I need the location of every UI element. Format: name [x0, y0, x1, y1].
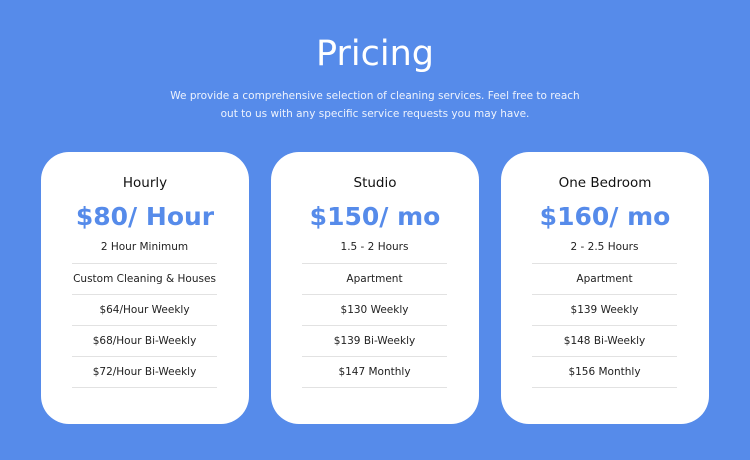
plan-name: Studio: [353, 175, 397, 191]
page-subtitle: We provide a comprehensive selection of …: [170, 90, 580, 120]
page-title: Pricing: [316, 34, 434, 74]
plan-feature: $68/Hour Bi-Weekly: [72, 326, 217, 357]
pricing-card-studio: Studio $150/ mo 1.5 - 2 Hours Apartment …: [271, 152, 479, 424]
plan-feature: $64/Hour Weekly: [72, 295, 217, 326]
plan-feature: $72/Hour Bi-Weekly: [72, 357, 217, 388]
plan-feature: Apartment: [302, 264, 447, 295]
pricing-card-hourly: Hourly $80/ Hour 2 Hour Minimum Custom C…: [41, 152, 249, 424]
plan-name: Hourly: [122, 175, 168, 191]
plan-price: $160/ mo: [539, 202, 671, 231]
plan-price: $80/ Hour: [75, 202, 215, 231]
plan-feature: $147 Monthly: [302, 357, 447, 388]
plan-feature: $139 Weekly: [532, 295, 677, 326]
plan-feature: 2 Hour Minimum: [72, 233, 217, 264]
plan-name: One Bedroom: [558, 175, 652, 191]
plan-feature: Apartment: [532, 264, 677, 295]
plan-feature: $130 Weekly: [302, 295, 447, 326]
plan-feature: 2 - 2.5 Hours: [532, 233, 677, 264]
plan-feature: 1.5 - 2 Hours: [302, 233, 447, 264]
plan-feature: Custom Cleaning & Houses: [72, 264, 217, 295]
plan-feature: $148 Bi-Weekly: [532, 326, 677, 357]
pricing-card-one-bedroom: One Bedroom $160/ mo 2 - 2.5 Hours Apart…: [501, 152, 709, 424]
plan-price: $150/ mo: [309, 202, 441, 231]
plan-feature: $156 Monthly: [532, 357, 677, 388]
plan-feature: $139 Bi-Weekly: [302, 326, 447, 357]
